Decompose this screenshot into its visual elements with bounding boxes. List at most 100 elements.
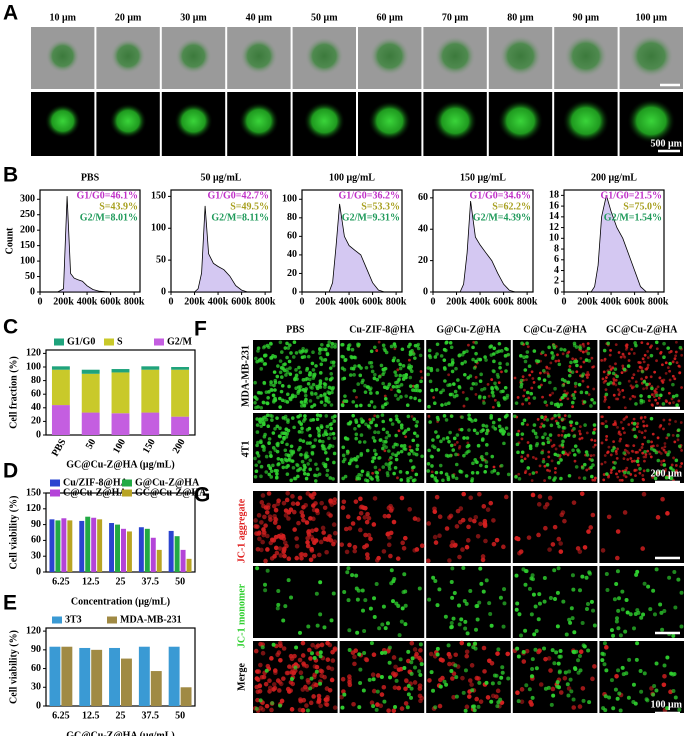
cell: [516, 699, 521, 704]
cell: [646, 356, 650, 360]
cell: [332, 460, 336, 465]
cell: [534, 666, 539, 671]
legend-swatch: [50, 479, 60, 487]
cell: [316, 699, 322, 704]
cell: [476, 357, 481, 362]
cell: [585, 468, 589, 472]
cell: [527, 687, 532, 692]
cell: [665, 511, 670, 516]
cell: [627, 657, 632, 662]
legend-swatch: [154, 338, 164, 346]
cell: [351, 400, 356, 404]
cell: [664, 361, 668, 365]
cell: [426, 372, 431, 377]
cell: [306, 472, 310, 477]
column-label: PBS: [286, 324, 305, 335]
cell: [314, 364, 318, 368]
cell: [306, 354, 311, 359]
cell: [476, 676, 481, 681]
cell: [271, 687, 276, 692]
cell: [389, 344, 394, 349]
row-label: JC-1 aggregate: [236, 498, 247, 563]
cell: [532, 423, 537, 427]
cell: [573, 390, 577, 394]
cell: [283, 431, 288, 435]
cell: [484, 578, 489, 583]
cell: [586, 529, 591, 534]
cell: [506, 432, 511, 437]
cell: [283, 604, 288, 609]
cell: [590, 438, 594, 442]
cell: [311, 368, 316, 372]
cell: [454, 462, 459, 467]
legend-label: 3T3: [65, 614, 82, 625]
cell: [399, 423, 404, 428]
cell: [482, 387, 487, 391]
cell: [519, 633, 524, 638]
cell: [387, 534, 392, 540]
cell: [447, 373, 451, 377]
cell: [258, 662, 263, 668]
cell: [628, 612, 633, 617]
cell: [313, 473, 317, 478]
cell: [637, 361, 641, 364]
cell: [569, 420, 574, 424]
cell: [305, 427, 310, 432]
cell: [563, 670, 568, 675]
cell: [402, 572, 407, 577]
cell: [451, 448, 456, 452]
cell: [591, 365, 595, 369]
cell: [321, 446, 325, 451]
cell: [620, 607, 625, 612]
legend-swatch: [122, 489, 132, 497]
cell: [590, 397, 594, 402]
cell: [646, 439, 651, 444]
cell: [393, 705, 398, 710]
cell: [269, 382, 273, 387]
cell: [391, 599, 396, 604]
cell: [383, 626, 388, 631]
cell: [674, 350, 678, 354]
annotation: G2/M=1.54%: [604, 212, 662, 223]
cell: [352, 661, 357, 667]
cell: [670, 397, 674, 401]
cell: [586, 371, 590, 374]
cell: [483, 470, 487, 474]
cell: [272, 513, 277, 519]
cell: [415, 443, 420, 448]
column-label: Cu-ZIF-8@HA: [349, 324, 415, 335]
cell: [543, 418, 546, 421]
cell: [474, 351, 478, 356]
cell: [642, 420, 645, 423]
cell: [575, 363, 579, 368]
cell: [383, 402, 388, 407]
cell: [438, 677, 443, 683]
cell: [547, 547, 552, 552]
cell: [386, 542, 392, 548]
cell: [479, 372, 483, 377]
cell: [572, 426, 576, 431]
legend-label: G1/G0: [67, 336, 95, 347]
cell: [312, 403, 317, 407]
cell: [311, 417, 316, 422]
cell: [255, 430, 260, 434]
cell: [499, 349, 504, 353]
panel-label: B: [3, 164, 18, 187]
cell: [614, 450, 618, 453]
cell: [359, 433, 364, 437]
cell: [568, 451, 572, 455]
cell: [618, 633, 623, 638]
cell: [643, 436, 647, 439]
cell: [602, 662, 607, 667]
cell: [331, 385, 336, 390]
cell: [584, 575, 589, 580]
cell: [537, 601, 542, 606]
cell: [547, 345, 551, 350]
cell: [528, 699, 533, 705]
x-tick-label: 400k: [339, 296, 360, 307]
cell: [285, 442, 289, 447]
cell: [452, 436, 457, 441]
cell: [664, 467, 668, 471]
cell: [506, 676, 511, 681]
cell: [342, 367, 347, 372]
